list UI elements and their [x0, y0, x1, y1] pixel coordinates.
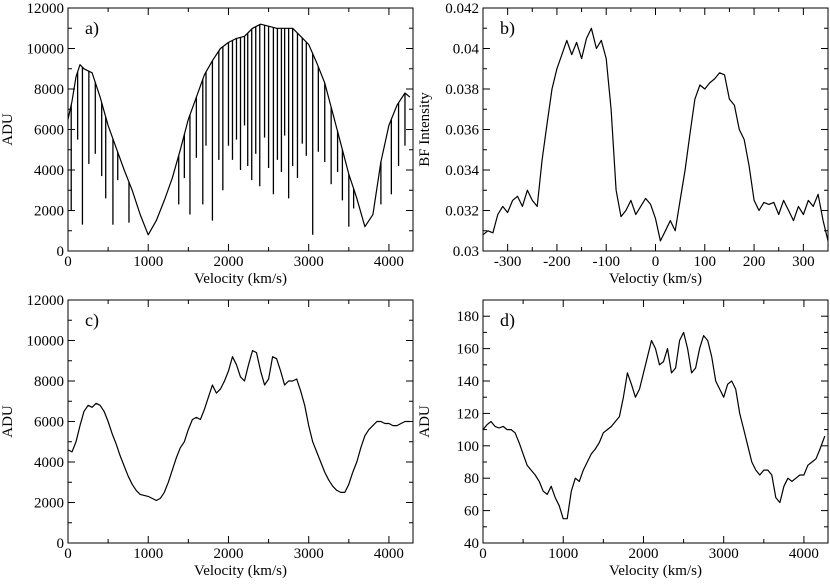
chart-panel: 0 1000 2000 3000 4000 40 60 80 100 120 140 160 180 Ve… — [417, 299, 829, 579]
data-line — [67, 350, 410, 502]
x-tick-label: 1000 — [133, 546, 163, 562]
y-axis-label: ADU — [0, 113, 16, 146]
y-tick-label: 4000 — [34, 455, 64, 471]
x-tick-label: 3000 — [294, 546, 324, 562]
y-tick-label: 180 — [457, 309, 480, 325]
panel-label: b) — [500, 18, 515, 39]
y-tick-label: 10000 — [27, 334, 65, 350]
x-axis-label: Velocity (km/s) — [194, 563, 287, 579]
y-tick-label: 80 — [464, 471, 479, 487]
panel-label: c) — [85, 310, 99, 331]
y-tick-label: 6000 — [34, 123, 64, 139]
y-tick-label: 40 — [464, 536, 479, 552]
y-tick-label: 0.04 — [453, 42, 480, 58]
data-line — [67, 23, 411, 236]
plot-frame — [482, 299, 829, 544]
x-tick-label: 300 — [792, 254, 815, 270]
x-tick-label: 200 — [743, 254, 766, 270]
y-tick-label: 140 — [457, 374, 480, 390]
y-tick-label: 12000 — [27, 1, 65, 17]
chart-panel: 0 1000 2000 3000 4000 0 2000 4000 6000 8000 10000 1… — [0, 293, 414, 579]
y-tick-label: 0.03 — [453, 244, 479, 260]
x-tick-label: 0 — [64, 546, 72, 562]
panel-label: a) — [85, 18, 99, 39]
x-tick-label: 2000 — [213, 546, 243, 562]
y-tick-label: 6000 — [34, 415, 64, 431]
x-axis-label: Velоctiy (km/s) — [609, 271, 702, 287]
y-tick-label: 12000 — [27, 293, 65, 309]
x-tick-label: 4000 — [374, 546, 404, 562]
x-tick-label: -100 — [592, 254, 620, 270]
x-tick-label: 0 — [64, 254, 72, 270]
y-axis-label: ADU — [0, 405, 16, 438]
plot-frame — [67, 299, 414, 544]
y-tick-label: 2000 — [34, 204, 64, 220]
y-tick-label: 8000 — [34, 82, 64, 98]
x-axis-label: Velocity (km/s) — [194, 271, 287, 287]
chart-panel: 0 1000 2000 3000 4000 0 2000 4000 6000 8000 10000 1… — [0, 1, 414, 287]
x-tick-label: 100 — [694, 254, 717, 270]
chart-panel: -300 -200 -100 0 100 200 300 0.03 0.032 0.034 0.03… — [417, 1, 829, 287]
y-tick-label: 0 — [57, 536, 65, 552]
x-tick-label: 0 — [479, 546, 487, 562]
x-tick-label: 3000 — [294, 254, 324, 270]
y-axis-label: BF Intensity — [417, 92, 433, 167]
y-tick-label: 160 — [457, 342, 480, 358]
y-tick-label: 0.042 — [445, 1, 479, 17]
y-tick-label: 120 — [457, 406, 480, 422]
y-tick-label: 0.036 — [445, 123, 479, 139]
y-tick-label: 60 — [464, 504, 479, 520]
x-tick-label: 0 — [652, 254, 660, 270]
y-tick-label: 0.038 — [445, 82, 479, 98]
x-tick-label: 3000 — [709, 546, 739, 562]
x-tick-label: -200 — [543, 254, 571, 270]
y-tick-label: 0.034 — [445, 163, 479, 179]
y-tick-label: 100 — [457, 439, 480, 455]
x-tick-label: 1000 — [548, 546, 578, 562]
y-tick-label: 2000 — [34, 496, 64, 512]
x-tick-label: 4000 — [789, 546, 819, 562]
x-tick-label: 4000 — [374, 254, 404, 270]
panel-label: d) — [500, 310, 515, 331]
x-tick-label: 1000 — [133, 254, 163, 270]
plot-frame — [482, 7, 829, 252]
x-tick-label: 2000 — [628, 546, 658, 562]
data-line — [482, 331, 826, 520]
x-axis-label: Velocity (km/s) — [609, 563, 702, 579]
y-tick-label: 0.032 — [445, 204, 479, 220]
y-tick-label: 4000 — [34, 163, 64, 179]
x-tick-label: -300 — [494, 254, 522, 270]
x-tick-label: 2000 — [213, 254, 243, 270]
y-axis-label: ADU — [417, 405, 433, 438]
y-tick-label: 10000 — [27, 42, 65, 58]
data-line — [482, 27, 829, 242]
y-tick-label: 0 — [57, 244, 65, 260]
y-tick-label: 8000 — [34, 374, 64, 390]
